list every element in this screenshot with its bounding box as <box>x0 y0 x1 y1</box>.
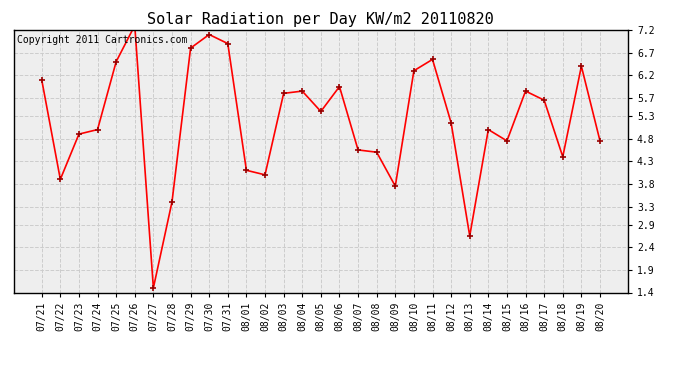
Text: Copyright 2011 Cartronics.com: Copyright 2011 Cartronics.com <box>17 35 187 45</box>
Title: Solar Radiation per Day KW/m2 20110820: Solar Radiation per Day KW/m2 20110820 <box>148 12 494 27</box>
